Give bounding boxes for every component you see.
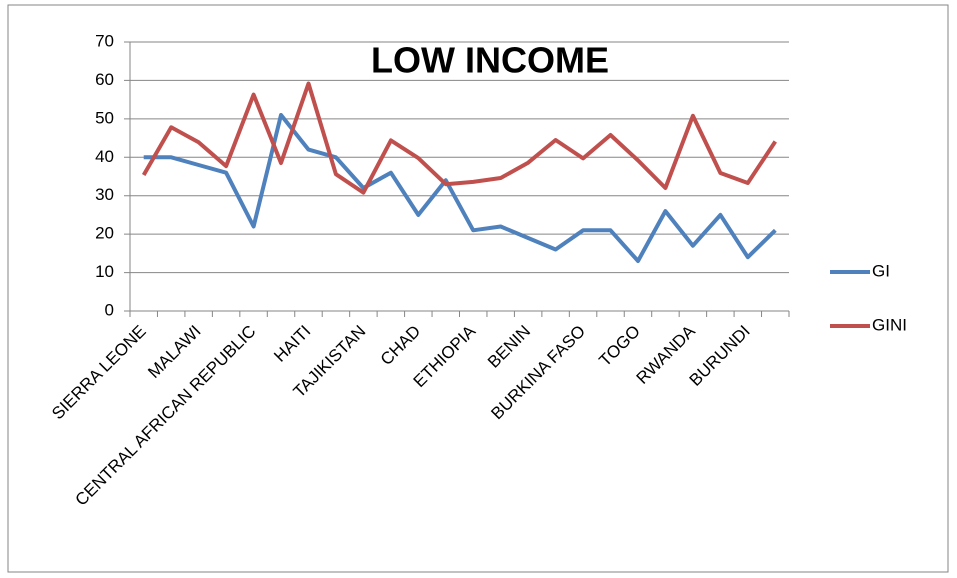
y-tick-label: 30 [95, 185, 114, 204]
legend-label: GI [872, 261, 890, 280]
y-tick-label: 50 [95, 108, 114, 127]
y-tick-label: 40 [95, 147, 114, 166]
y-tick-label: 70 [95, 31, 114, 50]
y-tick-label: 10 [95, 262, 114, 281]
chart-frame [7, 4, 949, 573]
legend-label: GINI [872, 315, 907, 334]
series-line [143, 113, 777, 263]
y-tick-label: 20 [95, 224, 114, 243]
series-line [141, 81, 777, 195]
y-tick-label: 0 [105, 300, 114, 319]
y-tick-label: 60 [95, 70, 114, 89]
chart-title: LOW INCOME [371, 40, 609, 81]
